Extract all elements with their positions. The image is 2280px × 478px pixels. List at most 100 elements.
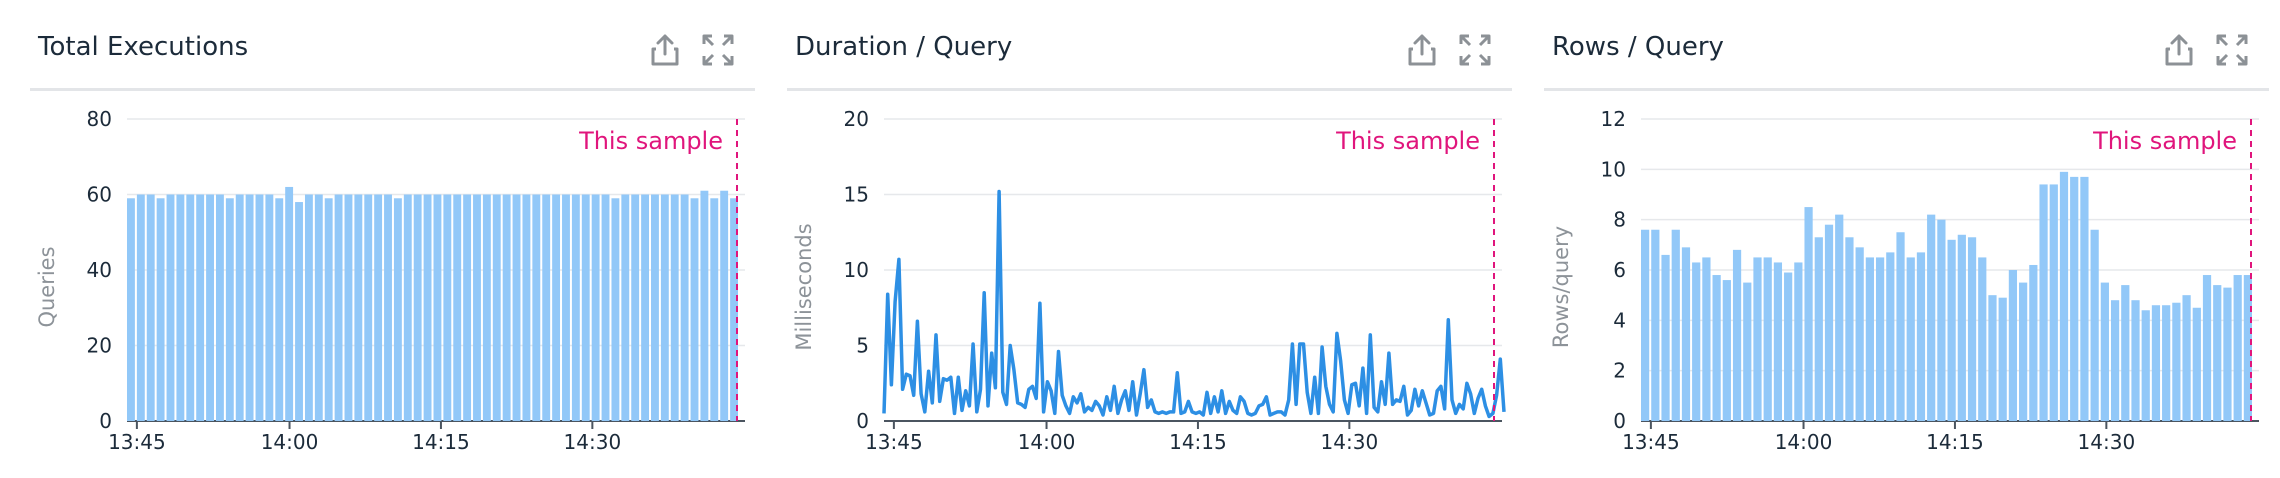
- bar: [2049, 184, 2058, 421]
- bar: [1651, 229, 1660, 421]
- y-tick-label: 60: [87, 183, 112, 207]
- chart-svg: Rows/query 0 2 4 6 8 10 12 13:45 14:00 14:15 14:30…: [1549, 107, 2259, 454]
- bar: [295, 202, 303, 421]
- bar: [651, 194, 659, 421]
- bar: [285, 186, 294, 421]
- plot-area: 0 2 4 6 8 10 12 13:45 14:00 14:15 14:30 This sample: [1601, 107, 2259, 454]
- bar: [156, 198, 165, 421]
- bar: [354, 194, 363, 421]
- bar: [364, 194, 373, 421]
- expand-icon: [1459, 34, 1491, 66]
- bar: [2151, 305, 2161, 421]
- y-tick-label: 20: [87, 334, 112, 358]
- bar: [720, 190, 729, 421]
- bar: [542, 194, 551, 421]
- bar: [1794, 262, 1803, 421]
- bar: [1773, 262, 1783, 421]
- y-tick-label: 10: [1601, 157, 1626, 181]
- bar: [2213, 285, 2222, 421]
- bar: [710, 198, 719, 421]
- chart-svg: Milliseconds 0 5 10 15 20 13:45 14:00 14:15 14:3…: [792, 107, 1506, 454]
- bar: [443, 194, 452, 421]
- bar: [334, 194, 343, 421]
- bar: [186, 194, 195, 421]
- bar: [2182, 295, 2191, 421]
- plot-area: 0 5 10 15 20 13:45 14:00 14:15 14:30 This sample: [844, 107, 1506, 454]
- bar: [1906, 257, 1915, 421]
- bar: [423, 194, 432, 421]
- bar: [1927, 214, 1936, 421]
- bar: [1855, 247, 1864, 421]
- this-sample-annotation: This sample: [578, 127, 723, 155]
- bar: [1967, 237, 1977, 421]
- bar: [2100, 282, 2109, 421]
- x-tick-label: 14:00: [261, 430, 319, 454]
- bar: [314, 194, 323, 421]
- bar: [2172, 302, 2181, 421]
- bar: [641, 194, 650, 421]
- bar: [670, 194, 679, 421]
- y-tick-label: 15: [844, 183, 869, 207]
- bar: [1661, 254, 1670, 421]
- x-tick-label: 14:00: [1775, 430, 1833, 454]
- plot-area: 0 20 40 60 80 13:45 14:00 14:15 14:30 This sample: [87, 107, 745, 454]
- bar: [433, 194, 442, 421]
- bar: [1732, 249, 1742, 421]
- bar: [304, 194, 313, 421]
- panel-header: Rows / Query: [1544, 0, 2269, 91]
- bar: [2243, 275, 2252, 421]
- bar: [2019, 282, 2028, 421]
- bar: [482, 194, 491, 421]
- expand-button[interactable]: [1455, 30, 1495, 70]
- x-tick-label: 13:45: [1622, 430, 1680, 454]
- bar: [512, 194, 521, 421]
- bar: [562, 194, 570, 421]
- bar: [255, 194, 264, 421]
- bar: [730, 198, 738, 421]
- bar: [403, 194, 412, 421]
- bar: [1712, 275, 1721, 421]
- bar: [384, 194, 392, 421]
- bar: [1978, 257, 1987, 421]
- bar: [1835, 214, 1844, 421]
- expand-button[interactable]: [698, 30, 738, 70]
- series-line: [882, 189, 1506, 419]
- y-tick-label: 2: [1613, 359, 1626, 383]
- y-tick-label: 8: [1613, 208, 1626, 232]
- expand-button[interactable]: [2212, 30, 2252, 70]
- bar: [1824, 224, 1834, 421]
- bar: [1671, 229, 1680, 421]
- this-sample-annotation: This sample: [1335, 127, 1480, 155]
- bar: [166, 194, 175, 421]
- bar: [1947, 239, 1956, 421]
- export-button[interactable]: [2159, 30, 2199, 70]
- this-sample-annotation: This sample: [2092, 127, 2237, 155]
- x-tick-label: 14:15: [412, 430, 470, 454]
- y-tick-label: 10: [844, 258, 869, 282]
- y-tick-label: 0: [99, 409, 112, 433]
- bar: [690, 198, 699, 421]
- bar: [127, 198, 135, 421]
- bar: [453, 194, 462, 421]
- bar: [1763, 257, 1772, 421]
- rows-per-query-panel: Rows / Query Rows/query 0 2 4 6 8 10 12 13:45 14…: [1544, 0, 2269, 478]
- y-axis-label: Queries: [35, 246, 59, 327]
- panel-header: Total Executions: [30, 0, 755, 91]
- expand-icon: [702, 34, 734, 66]
- bar: [1865, 257, 1874, 421]
- bar: [2080, 176, 2089, 421]
- bar: [2162, 305, 2171, 421]
- y-axis-label: Milliseconds: [792, 223, 816, 350]
- bar: [235, 194, 244, 421]
- export-button[interactable]: [1402, 30, 1442, 70]
- bar: [1692, 262, 1701, 421]
- bar: [215, 194, 224, 421]
- bar: [532, 194, 541, 421]
- export-button[interactable]: [645, 30, 685, 70]
- x-tick-label: 14:30: [1321, 430, 1379, 454]
- bar: [2192, 307, 2201, 421]
- bar: [2202, 275, 2212, 421]
- bar: [1845, 237, 1854, 421]
- bar: [324, 198, 333, 421]
